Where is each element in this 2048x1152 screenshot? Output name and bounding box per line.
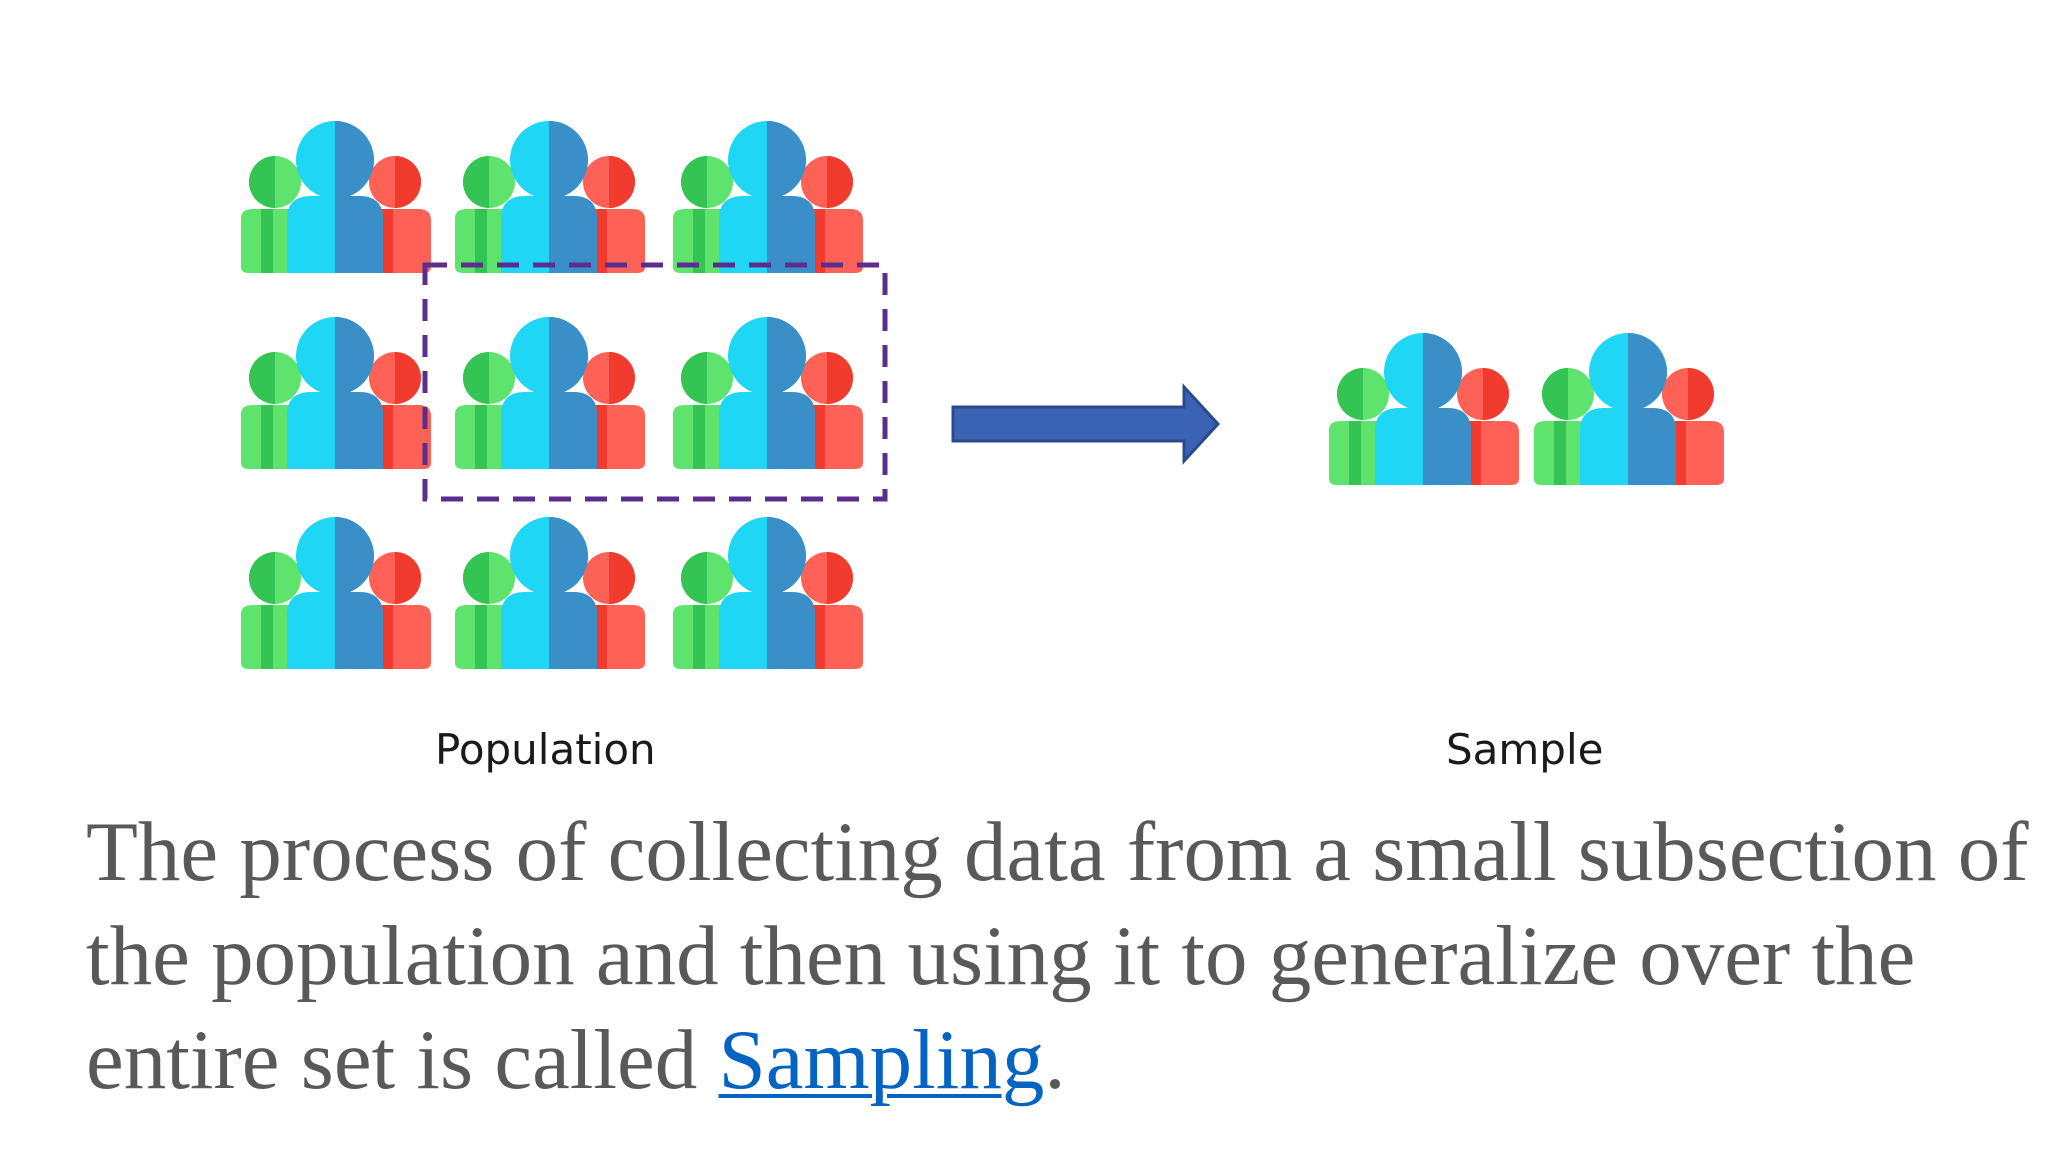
selection-box (422, 262, 888, 502)
population-group-icon (455, 517, 645, 669)
population-group-icon (673, 121, 863, 273)
sample-group-icon (1534, 333, 1724, 485)
sample-group-icon (1329, 333, 1519, 485)
description-paragraph: The process of collecting data from a sm… (86, 800, 2036, 1112)
population-group-icon (241, 317, 431, 469)
description-end: . (1044, 1013, 1066, 1107)
selected-group-icon (455, 317, 645, 469)
population-label: Population (435, 725, 656, 774)
sampling-link[interactable]: Sampling (718, 1013, 1045, 1107)
population-grid (241, 121, 863, 669)
sample-groups (1329, 333, 1724, 485)
description-text: The process of collecting data from a sm… (86, 805, 2029, 1107)
selected-group-icon (673, 317, 863, 469)
population-group-icon (241, 121, 431, 273)
population-group-icon (455, 121, 645, 273)
sampling-diagram (241, 121, 1724, 669)
population-group-icon (673, 517, 863, 669)
arrow-right-icon (951, 383, 1221, 465)
population-group-icon (241, 517, 431, 669)
sample-label: Sample (1446, 725, 1604, 774)
